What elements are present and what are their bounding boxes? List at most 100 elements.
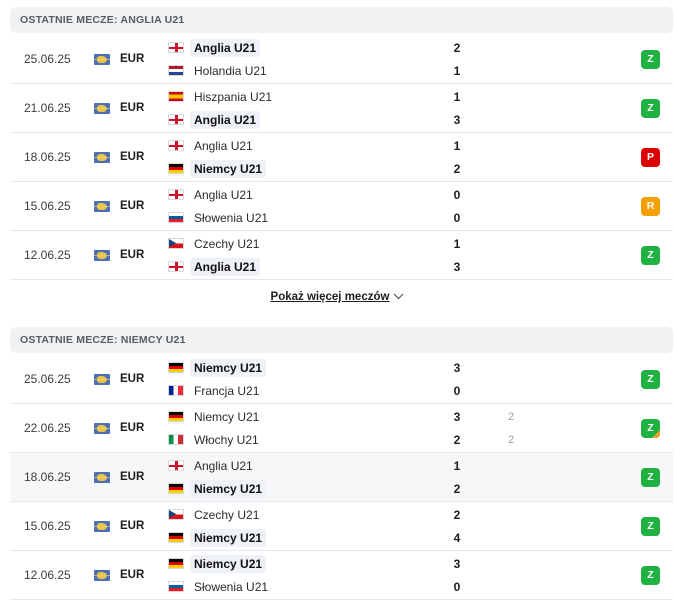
result-letter: Z xyxy=(647,102,654,114)
section-header-anglia: OSTATNIE MECZE: ANGLIA U21 xyxy=(10,7,673,33)
flag-eng-icon xyxy=(168,114,184,125)
home-team: Niemcy U21 3 xyxy=(168,359,638,377)
team-score: 4 xyxy=(453,531,461,545)
match-row[interactable]: 15.06.25 EUR Anglia U21 0 Słowenia U21 0 R xyxy=(10,182,673,231)
result-badge: P xyxy=(641,148,660,167)
result-badge: Z xyxy=(641,370,660,389)
result-badge: Z xyxy=(641,419,660,438)
team-score: 0 xyxy=(453,580,461,594)
flag-ita-icon xyxy=(168,434,184,445)
europe-flag-icon xyxy=(94,201,110,212)
team-name: Słowenia U21 xyxy=(194,211,269,225)
team-name: Niemcy U21 xyxy=(190,359,267,377)
home-team: Anglia U21 1 xyxy=(168,137,638,155)
europe-flag-icon xyxy=(94,103,110,114)
team-score: 1 xyxy=(453,64,461,78)
home-team: Anglia U21 2 xyxy=(168,39,638,57)
home-team: Anglia U21 0 xyxy=(168,186,638,204)
result-letter: Z xyxy=(647,471,654,483)
match-row[interactable]: 12.06.25 EUR Czechy U21 1 Anglia U21 3 Z xyxy=(10,231,673,280)
match-row[interactable]: 18.06.25 EUR Anglia U21 1 Niemcy U21 2 Z xyxy=(10,453,673,502)
flag-eng-icon xyxy=(168,460,184,471)
result-letter: Z xyxy=(647,520,654,532)
team-score: 3 xyxy=(453,361,461,375)
result-letter: Z xyxy=(647,249,654,261)
europe-flag-icon xyxy=(94,521,110,532)
team-name: Niemcy U21 xyxy=(190,480,267,498)
match-date: 21.06.25 xyxy=(24,101,71,115)
match-date: 15.06.25 xyxy=(24,199,71,213)
away-team: Niemcy U21 4 xyxy=(168,529,638,547)
flag-svn-icon xyxy=(168,212,184,223)
team-score: 0 xyxy=(453,188,461,202)
flag-ger-icon xyxy=(168,163,184,174)
show-more-link[interactable]: Pokaż więcej meczów xyxy=(270,291,390,303)
home-team: Czechy U21 1 xyxy=(168,235,638,253)
team-name: Czechy U21 xyxy=(194,508,260,522)
match-row[interactable]: 12.06.25 EUR Niemcy U21 3 Słowenia U21 0 Z xyxy=(10,551,673,600)
match-row[interactable]: 25.06.25 EUR Anglia U21 2 Holandia U21 1 Z xyxy=(10,35,673,84)
chevron-down-icon xyxy=(394,294,404,300)
away-team: Francja U21 0 xyxy=(168,382,638,400)
team-name: Niemcy U21 xyxy=(194,410,260,424)
team-score: 2 xyxy=(453,482,461,496)
match-row[interactable]: 22.06.25 EUR Niemcy U21 3 2 Włochy U21 2 2 Z xyxy=(10,404,673,453)
flag-svn-icon xyxy=(168,581,184,592)
competition-label: EUR xyxy=(120,249,145,261)
competition-label: EUR xyxy=(120,471,145,483)
team-score: 2 xyxy=(453,433,461,447)
result-badge: Z xyxy=(641,468,660,487)
result-letter: Z xyxy=(647,422,654,434)
match-row[interactable]: 18.06.25 EUR Anglia U21 1 Niemcy U21 2 P xyxy=(10,133,673,182)
competition-label: EUR xyxy=(120,53,145,65)
match-date: 15.06.25 xyxy=(24,519,71,533)
europe-flag-icon xyxy=(94,250,110,261)
home-team: Niemcy U21 3 xyxy=(168,555,638,573)
europe-flag-icon xyxy=(94,570,110,581)
show-more[interactable]: Pokaż więcej meczów xyxy=(0,291,675,303)
result-badge: Z xyxy=(641,50,660,69)
competition-label: EUR xyxy=(120,200,145,212)
penalty-score: 2 xyxy=(507,411,515,423)
away-team: Anglia U21 3 xyxy=(168,258,638,276)
home-team: Czechy U21 2 xyxy=(168,506,638,524)
result-badge: Z xyxy=(641,517,660,536)
flag-eng-icon xyxy=(168,189,184,200)
flag-ger-icon xyxy=(168,558,184,569)
competition-label: EUR xyxy=(120,569,145,581)
match-row[interactable]: 15.06.25 EUR Czechy U21 2 Niemcy U21 4 Z xyxy=(10,502,673,551)
away-team: Niemcy U21 2 xyxy=(168,160,638,178)
match-date: 12.06.25 xyxy=(24,568,71,582)
team-score: 3 xyxy=(453,410,461,424)
team-name: Anglia U21 xyxy=(190,111,261,129)
team-name: Anglia U21 xyxy=(190,258,261,276)
flag-ger-icon xyxy=(168,483,184,494)
flag-ger-icon xyxy=(168,532,184,543)
away-team: Holandia U21 1 xyxy=(168,62,638,80)
away-team: Anglia U21 3 xyxy=(168,111,638,129)
result-letter: P xyxy=(646,151,654,163)
away-team: Słowenia U21 0 xyxy=(168,578,638,596)
match-row[interactable]: 25.06.25 EUR Niemcy U21 3 Francja U21 0 Z xyxy=(10,355,673,404)
away-team: Włochy U21 2 2 xyxy=(168,431,638,449)
match-date: 12.06.25 xyxy=(24,248,71,262)
team-name: Anglia U21 xyxy=(190,39,261,57)
home-team: Hiszpania U21 1 xyxy=(168,88,638,106)
team-score: 2 xyxy=(453,41,461,55)
competition-label: EUR xyxy=(120,422,145,434)
result-badge: Z xyxy=(641,566,660,585)
competition-label: EUR xyxy=(120,373,145,385)
result-letter: R xyxy=(646,200,655,212)
match-row[interactable]: 21.06.25 EUR Hiszpania U21 1 Anglia U21 3 Z xyxy=(10,84,673,133)
team-score: 0 xyxy=(453,211,461,225)
team-score: 1 xyxy=(453,139,461,153)
team-name: Czechy U21 xyxy=(194,237,260,251)
team-name: Francja U21 xyxy=(194,384,260,398)
team-name: Włochy U21 xyxy=(194,433,259,447)
home-team: Niemcy U21 3 2 xyxy=(168,408,638,426)
europe-flag-icon xyxy=(94,54,110,65)
team-name: Anglia U21 xyxy=(194,188,253,202)
team-name: Anglia U21 xyxy=(194,459,253,473)
flag-cze-icon xyxy=(168,509,184,520)
flag-ned-icon xyxy=(168,65,184,76)
